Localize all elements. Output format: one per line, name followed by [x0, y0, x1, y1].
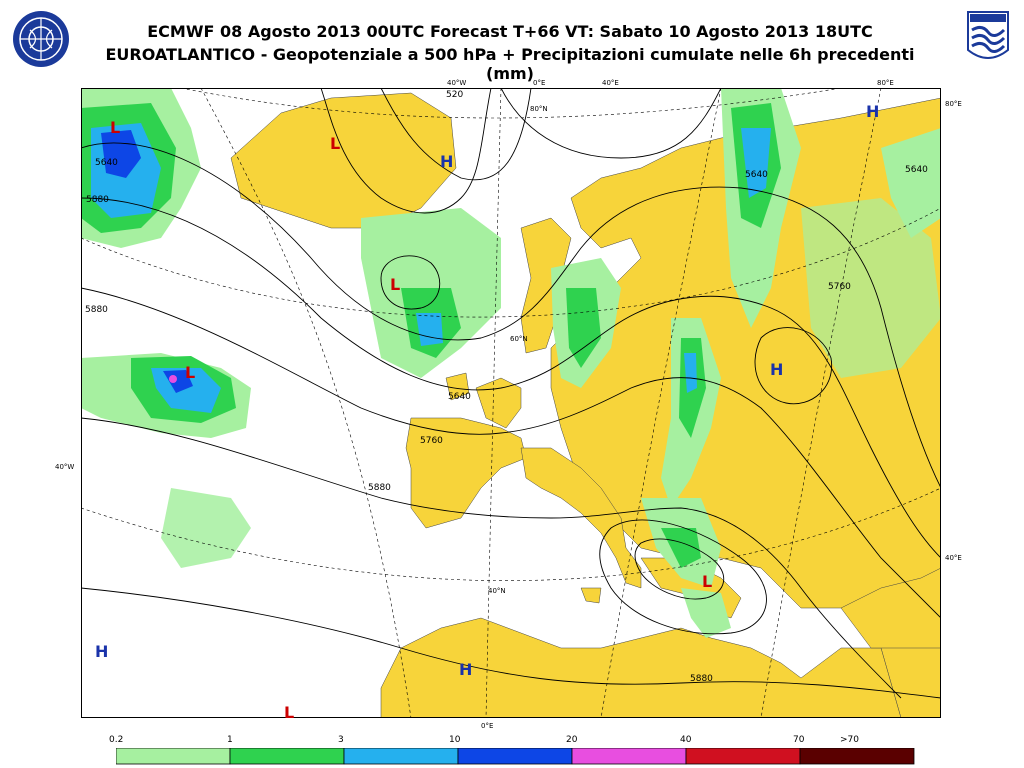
contour-label: 5640 — [448, 392, 471, 402]
contour-label: 520 — [446, 90, 464, 100]
low-pressure-marker: L — [702, 572, 713, 591]
longitude-label: 80°E — [945, 100, 962, 108]
contour-label: 5880 — [368, 483, 391, 493]
latitude-label: 40°N — [488, 587, 506, 595]
legend-swatch — [571, 748, 687, 765]
service-shield-icon — [967, 11, 1009, 59]
contour-label: 5640 — [745, 170, 768, 180]
high-pressure-marker: H — [459, 660, 473, 679]
precipitation-legend — [116, 748, 915, 765]
high-pressure-marker: H — [770, 360, 784, 379]
legend-tick-label: 0.2 — [109, 735, 124, 745]
high-pressure-marker: H — [95, 642, 109, 661]
longitude-label: 0°E — [481, 722, 494, 730]
contour-label: 5880 — [85, 305, 108, 315]
longitude-label: 40°W — [55, 463, 75, 471]
legend-tick-label: 1 — [227, 735, 233, 745]
legend-tick-label: 40 — [680, 735, 692, 745]
contour-label: 5760 — [828, 282, 851, 292]
legend-tick-label: 20 — [566, 735, 578, 745]
longitude-label: 40°W — [447, 79, 467, 87]
latitude-label: 60°N — [510, 335, 528, 343]
low-pressure-marker: L — [390, 275, 401, 294]
longitude-label: 80°E — [877, 79, 894, 87]
high-pressure-marker: H — [440, 152, 454, 171]
legend-swatch-group — [116, 748, 915, 765]
legend-tick-label: 70 — [793, 735, 805, 745]
precipitation-areas — [81, 88, 941, 638]
legend-tick-label: 10 — [449, 735, 461, 745]
low-pressure-marker: L — [284, 703, 295, 722]
longitude-label: 0°E — [533, 79, 546, 87]
organization-emblem-icon — [13, 11, 69, 67]
contour-label: 5880 — [86, 195, 109, 205]
contour-label: 5760 — [420, 436, 443, 446]
low-pressure-marker: L — [330, 134, 341, 153]
contour-label: 5640 — [905, 165, 928, 175]
high-pressure-marker: H — [866, 102, 880, 121]
legend-swatch — [343, 748, 459, 765]
contour-label: 5880 — [690, 674, 713, 684]
legend-swatch — [685, 748, 801, 765]
longitude-label: 40°E — [602, 79, 619, 87]
low-pressure-marker: L — [110, 118, 121, 137]
legend-swatch — [116, 748, 231, 765]
forecast-map — [81, 88, 941, 718]
legend-swatch — [799, 748, 915, 765]
graticule — [81, 88, 941, 718]
latitude-label: 80°N — [530, 105, 548, 113]
legend-swatch — [229, 748, 345, 765]
legend-tick-label: >70 — [840, 735, 859, 745]
longitude-label: 40°E — [945, 554, 962, 562]
title-line-1: ECMWF 08 Agosto 2013 00UTC Forecast T+66… — [147, 22, 873, 41]
contour-label: 5640 — [95, 158, 118, 168]
low-pressure-marker: L — [185, 363, 196, 382]
legend-swatch — [457, 748, 573, 765]
title-line-2: EUROATLANTICO - Geopotenziale a 500 hPa … — [105, 45, 915, 83]
legend-tick-label: 3 — [338, 735, 344, 745]
geopotential-contours — [81, 88, 941, 699]
